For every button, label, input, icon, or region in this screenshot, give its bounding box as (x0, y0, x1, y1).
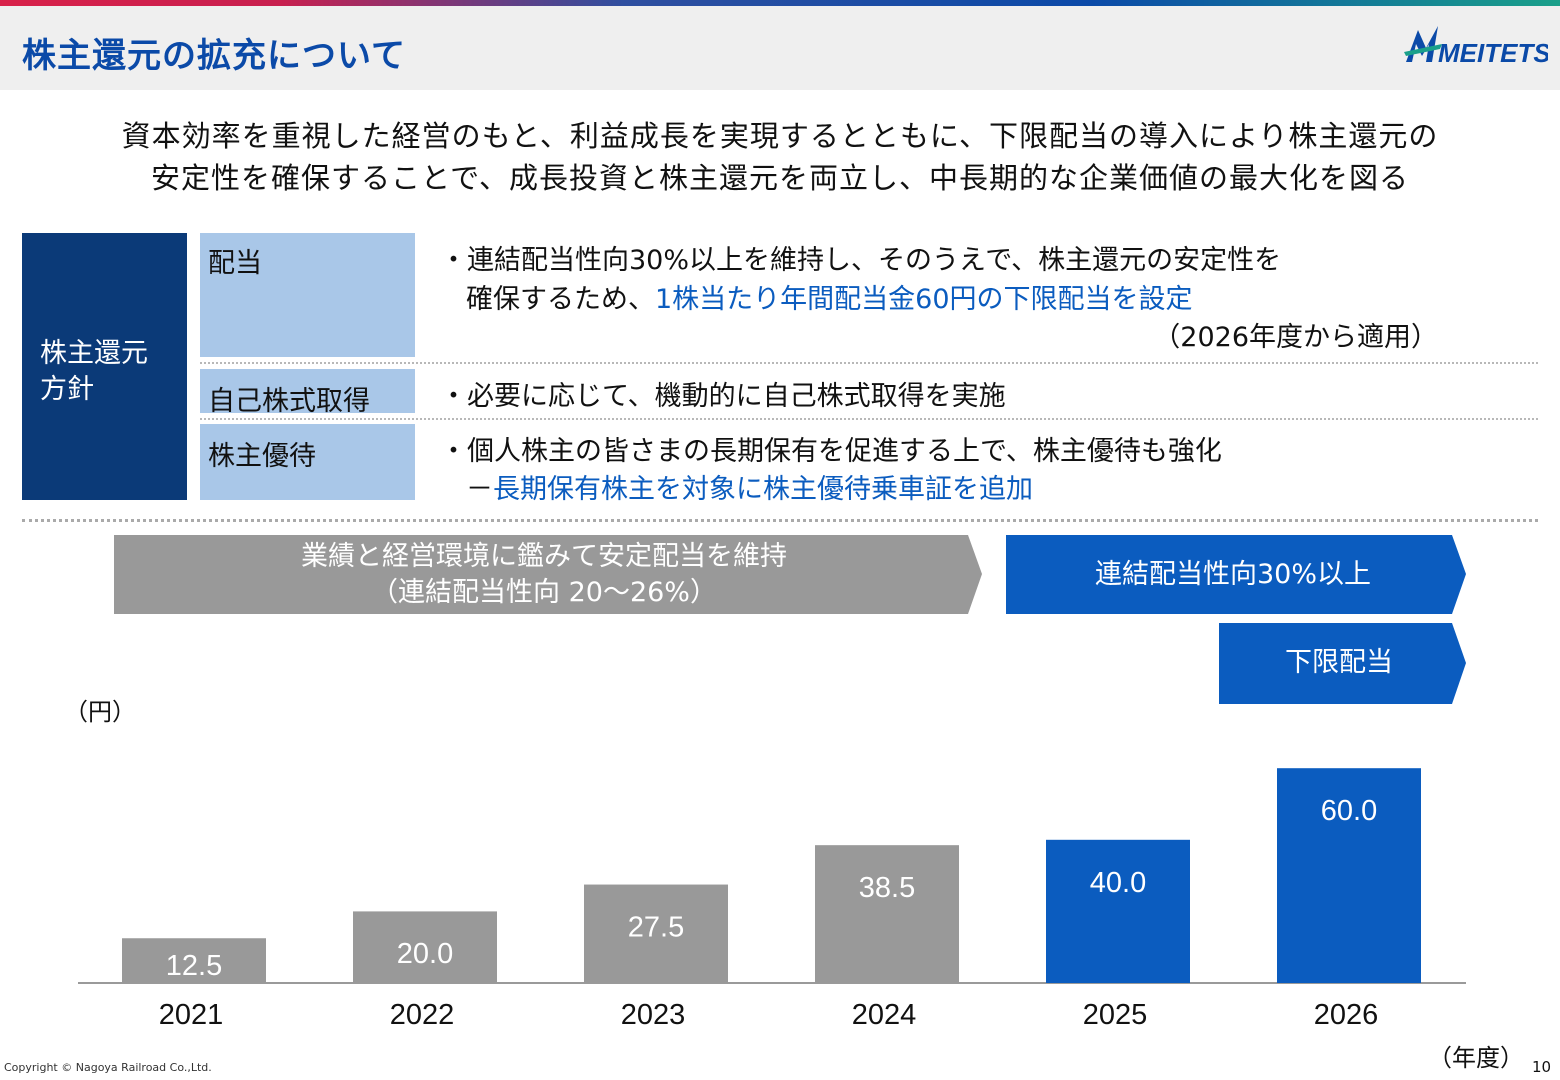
dividend-line-2-plain: 確保するため、 (466, 284, 655, 315)
x-axis-unit: （年度） (1428, 1044, 1524, 1072)
dividend-line-1: ・連結配当性向30%以上を維持し、そのうえで、株主還元の安定性を (440, 245, 1282, 276)
bar-2022 (353, 911, 497, 983)
bar-label-2022: 20.0 (397, 938, 453, 970)
dividend-line-3: （2026年度から適用） (1153, 322, 1438, 353)
policy-header-box (22, 233, 187, 500)
gray-arrow-line-2: （連結配当性向 20～26%） (371, 577, 717, 608)
meitetsu-logo: MEITETSU (1404, 26, 1548, 68)
category-benefits: 株主優待 (200, 424, 415, 500)
benefits-line-1: ・個人株主の皆さまの長期保有を促進する上で、株主優待も強化 (440, 436, 1222, 467)
bar-label-2021: 12.5 (166, 950, 222, 982)
benefits-line-2: －長期保有株主を対象に株主優待乗車証を追加 (466, 467, 1033, 506)
category-dividend: 配当 (200, 233, 415, 357)
x-tick-2023: 2023 (621, 999, 686, 1031)
buyback-line-1: ・必要に応じて、機動的に自己株式取得を実施 (440, 381, 1006, 412)
copyright: Copyright © Nagoya Railroad Co.,Ltd. (4, 1061, 212, 1074)
top-accent-bar (0, 0, 1560, 6)
row-divider-1 (200, 362, 1538, 364)
category-benefits-label: 株主優待 (208, 441, 316, 472)
benefits-highlight: 長期保有株主を対象に株主優待乗車証を追加 (493, 474, 1033, 505)
dividend-floor-highlight: 1株当たり年間配当金60円の下限配当を設定 (655, 284, 1193, 315)
policy-label: 株主還元 方針 (40, 336, 148, 408)
page-number: 10 (1532, 1058, 1552, 1076)
x-tick-2025: 2025 (1083, 999, 1148, 1031)
x-tick-2022: 2022 (390, 999, 455, 1031)
section-separator (22, 519, 1538, 522)
blue-arrow-shape-2 (1219, 623, 1466, 704)
category-dividend-label: 配当 (208, 248, 262, 279)
blue-arrow-1-text: 連結配当性向30%以上 (1094, 559, 1371, 590)
benefits-dash: － (466, 474, 493, 505)
bar-label-2024: 38.5 (859, 872, 915, 904)
gray-arrow-text: 業績と経営環境に鑑みて安定配当を維持 （連結配当性向 20～26%） (114, 539, 974, 611)
category-buyback-label: 自己株式取得 (208, 386, 370, 417)
y-axis-unit: （円） (64, 698, 136, 726)
x-tick-2026: 2026 (1314, 999, 1379, 1031)
logo-text: MEITETSU (1438, 38, 1548, 68)
title-bar (0, 6, 1560, 90)
gray-arrow-line-1: 業績と経営環境に鑑みて安定配当を維持 (301, 541, 787, 572)
category-buyback: 自己株式取得 (200, 369, 415, 417)
policy-label-line-1: 株主還元 (40, 338, 148, 369)
bar-2021 (122, 938, 266, 983)
lead-line-1: 資本効率を重視した経営のもと、利益成長を実現するとともに、下限配当の導入により株… (121, 119, 1439, 153)
bar-2026 (1277, 768, 1421, 983)
bar-2024 (815, 845, 959, 983)
blue-arrow-shape-1 (1006, 535, 1466, 614)
bar-label-2025: 40.0 (1090, 867, 1146, 899)
gray-arrow-shape (114, 535, 982, 614)
x-tick-2024: 2024 (852, 999, 917, 1031)
bar-label-2026: 60.0 (1321, 795, 1377, 827)
bar-2023 (584, 884, 728, 983)
policy-label-line-2: 方針 (40, 374, 94, 405)
x-tick-2021: 2021 (159, 999, 224, 1031)
row-divider-2 (200, 418, 1538, 420)
page-title: 株主還元の拡充について (22, 36, 406, 76)
bar-label-2023: 27.5 (628, 912, 684, 944)
bar-2025 (1046, 839, 1190, 983)
lead-line-2: 安定性を確保することで、成長投資と株主還元を両立し、中長期的な企業価値の最大化を… (151, 161, 1409, 195)
dividend-line-2: 確保するため、1株当たり年間配当金60円の下限配当を設定 (466, 277, 1193, 316)
blue-arrow-2-text: 下限配当 (1285, 647, 1393, 678)
